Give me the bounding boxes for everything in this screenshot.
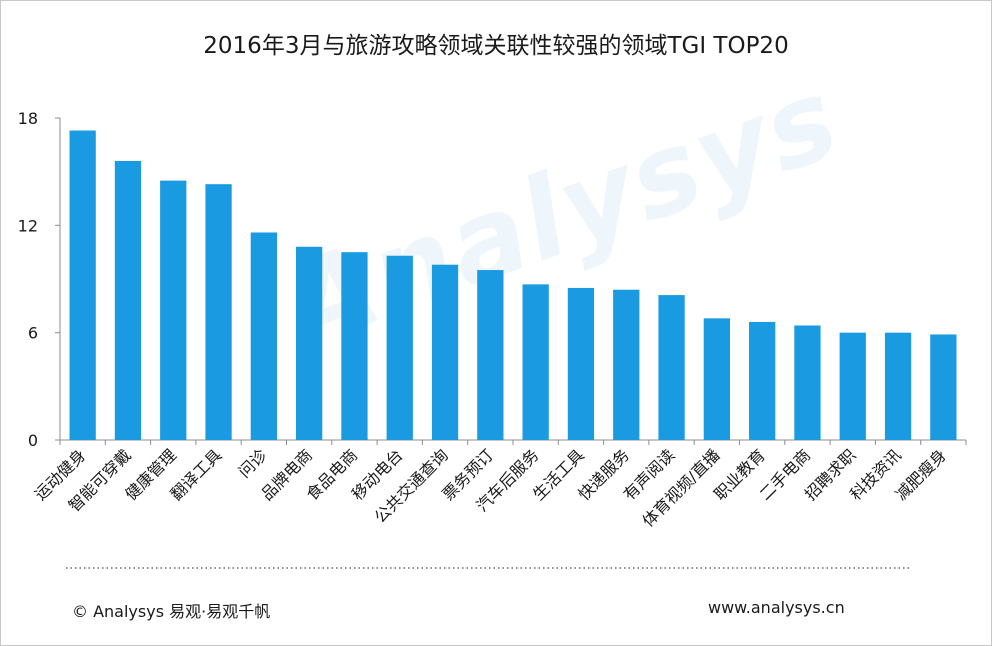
bar <box>341 252 368 440</box>
bar <box>749 321 776 440</box>
x-tick-label: 问诊 <box>235 445 271 481</box>
bar <box>884 332 912 440</box>
bar <box>250 232 277 440</box>
bars <box>69 130 957 440</box>
y-axis: 0 6 12 18 <box>18 109 61 450</box>
y-tick-label: 6 <box>28 324 38 343</box>
chart-title: 2016年3月与旅游攻略领域关联性较强的领域TGI TOP20 <box>203 33 789 59</box>
footer-copyright: © Analysys 易观·易观千帆 <box>72 602 271 621</box>
bar <box>658 295 685 440</box>
bar <box>794 325 821 440</box>
x-tick-label: 翻译工具 <box>167 445 226 504</box>
bar <box>839 332 866 440</box>
y-tick-label: 12 <box>18 216 38 235</box>
bar <box>522 284 549 440</box>
bar <box>930 334 957 440</box>
bar <box>567 287 595 440</box>
bar <box>114 160 142 440</box>
bar <box>477 270 504 440</box>
y-tick-label: 18 <box>18 109 38 128</box>
bar <box>703 318 730 440</box>
bar <box>205 184 232 440</box>
y-tick-label: 0 <box>28 431 38 450</box>
bar <box>613 289 640 440</box>
bar <box>69 130 96 440</box>
x-tick-label: 减肥瘦身 <box>891 445 950 504</box>
bar <box>160 180 187 440</box>
footer-url: www.analysys.cn <box>708 598 845 617</box>
bar <box>431 264 459 440</box>
bar <box>386 255 413 440</box>
bar <box>296 246 323 440</box>
x-axis <box>59 439 967 445</box>
